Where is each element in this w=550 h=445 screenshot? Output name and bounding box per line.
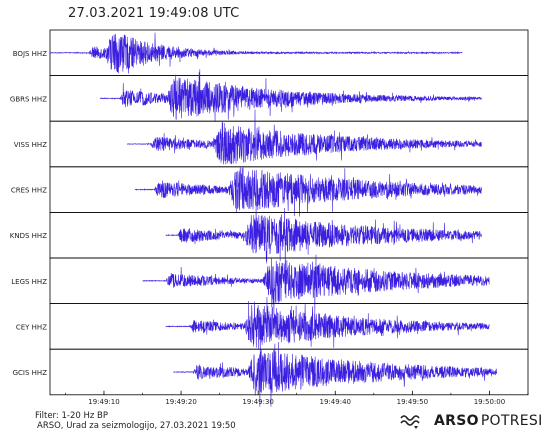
waveform-trace [165,296,490,362]
waveform-trace [165,201,482,271]
x-tick-label: 19:50:00 [474,398,505,406]
x-tick-label: 19:49:30 [242,398,273,406]
waveform-trace [49,32,463,74]
station-label: KNDS HHZ [10,232,47,240]
x-tick-label: 19:49:50 [397,398,428,406]
station-label: CEY HHZ [16,323,47,331]
x-tick-label: 19:49:40 [320,398,351,406]
chart-title: 27.03.2021 19:49:08 UTC [68,6,240,21]
waveform-trace [142,254,490,316]
arso-brand[interactable]: ARSO POTRESI [400,410,543,432]
waveform-trace [99,69,482,122]
station-label: BOJS HHZ [13,50,47,58]
x-tick-label: 19:49:20 [165,398,196,406]
trace-panel [49,348,529,396]
waveform-trace [173,341,498,407]
brand-name-bold: ARSO [434,413,479,429]
brand-name-light: POTRESI [480,413,543,429]
station-label: GBRS HHZ [10,95,47,103]
station-label: CRES HHZ [11,187,47,195]
x-tick-label: 19:49:10 [88,398,119,406]
station-label: GCIS HHZ [13,369,48,377]
seismic-wave-icon [400,415,420,429]
filter-note: Filter: 1-20 Hz BP [35,411,108,421]
station-label: LEGS HHZ [11,278,47,286]
station-label: VISS HHZ [14,141,47,149]
credit-note: ARSO, Urad za seizmologijo, 27.03.2021 1… [37,421,236,431]
waveform-trace [126,109,482,165]
waveform-trace [134,166,482,217]
